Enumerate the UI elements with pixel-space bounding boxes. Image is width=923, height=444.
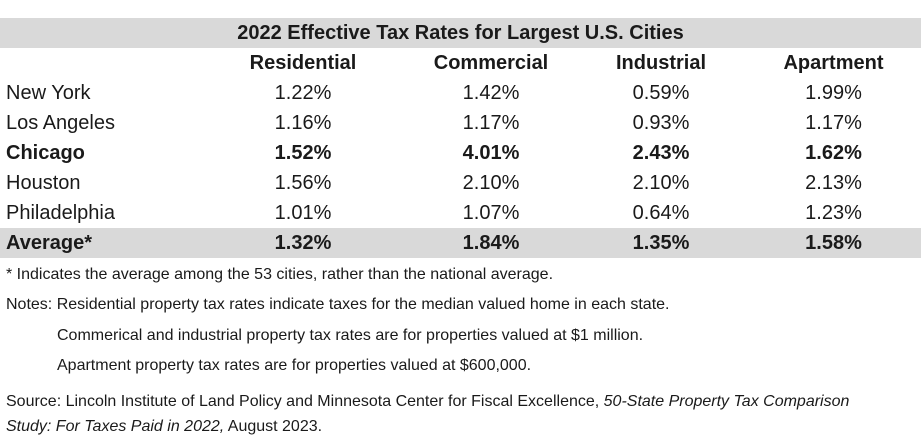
row-label: Houston bbox=[6, 172, 81, 194]
table-cell: 1.52% bbox=[274, 142, 332, 164]
table-row: Houston 1.56% 2.10% 2.10% 2.13% bbox=[0, 168, 921, 198]
table-cell: 1.17% bbox=[462, 112, 520, 134]
table-cell: 1.35% bbox=[576, 228, 746, 258]
header-industrial: Industrial bbox=[615, 52, 706, 74]
table-cell: 1.32% bbox=[200, 228, 406, 258]
table-cell: 0.93% bbox=[632, 112, 690, 134]
header-apartment: Apartment bbox=[783, 52, 884, 74]
table-cell: 1.17% bbox=[805, 112, 862, 134]
header-row: Residential Commercial Industrial Apartm… bbox=[0, 48, 921, 78]
header-blank bbox=[0, 48, 200, 78]
table-title: 2022 Effective Tax Rates for Largest U.S… bbox=[0, 18, 921, 48]
table-row-highlight: Chicago 1.52% 4.01% 2.43% 1.62% bbox=[0, 138, 921, 168]
table-cell: 1.62% bbox=[805, 142, 862, 164]
table-cell: 1.42% bbox=[462, 82, 520, 104]
table-cell: 1.58% bbox=[746, 228, 921, 258]
footnote-asterisk: * Indicates the average among the 53 cit… bbox=[6, 266, 554, 283]
row-label: Philadelphia bbox=[6, 202, 115, 224]
table-row: New York 1.22% 1.42% 0.59% 1.99% bbox=[0, 78, 921, 108]
source-line-2: Study: For Taxes Paid in 2022, August 20… bbox=[6, 414, 849, 439]
footnote-apartment: Apartment property tax rates are for pro… bbox=[57, 357, 532, 374]
source-line-1: Source: Lincoln Institute of Land Policy… bbox=[6, 389, 849, 414]
source-title-part-2: Study: For Taxes Paid in 2022, bbox=[6, 418, 225, 435]
header-residential: Residential bbox=[249, 52, 357, 74]
source-prefix: Source: Lincoln Institute of Land Policy… bbox=[6, 393, 604, 410]
table-cell: 1.99% bbox=[805, 82, 862, 104]
table-cell: 2.13% bbox=[805, 172, 862, 194]
table-cell: 1.23% bbox=[805, 202, 862, 224]
row-label: New York bbox=[6, 82, 91, 104]
table-cell: 4.01% bbox=[462, 142, 520, 164]
table-cell: 1.16% bbox=[274, 112, 332, 134]
source-date: August 2023. bbox=[224, 418, 323, 435]
rates-table: Residential Commercial Industrial Apartm… bbox=[0, 48, 921, 258]
table-row: Los Angeles 1.16% 1.17% 0.93% 1.17% bbox=[0, 108, 921, 138]
table-cell: 1.01% bbox=[274, 202, 332, 224]
table-cell: 1.84% bbox=[406, 228, 576, 258]
header-commercial: Commercial bbox=[433, 52, 549, 74]
average-row: Average* 1.32% 1.84% 1.35% 1.58% bbox=[0, 228, 921, 258]
footnote-commercial: Commerical and industrial property tax r… bbox=[57, 327, 644, 344]
table-cell: 1.07% bbox=[462, 202, 520, 224]
source-title-part-1: 50-State Property Tax Comparison bbox=[603, 393, 850, 410]
table-cell: 0.59% bbox=[632, 82, 690, 104]
table-cell: 2.10% bbox=[632, 172, 690, 194]
source-citation: Source: Lincoln Institute of Land Policy… bbox=[6, 389, 849, 439]
footnote-notes: Notes: Residential property tax rates in… bbox=[6, 296, 670, 313]
row-label: Chicago bbox=[6, 142, 85, 164]
table-cell: 2.10% bbox=[462, 172, 520, 194]
row-label: Average* bbox=[0, 228, 200, 258]
table-cell: 1.56% bbox=[274, 172, 332, 194]
row-label: Los Angeles bbox=[6, 112, 115, 134]
table-cell: 0.64% bbox=[632, 202, 690, 224]
table-cell: 1.22% bbox=[274, 82, 332, 104]
table-row: Philadelphia 1.01% 1.07% 0.64% 1.23% bbox=[0, 198, 921, 228]
table-cell: 2.43% bbox=[632, 142, 690, 164]
